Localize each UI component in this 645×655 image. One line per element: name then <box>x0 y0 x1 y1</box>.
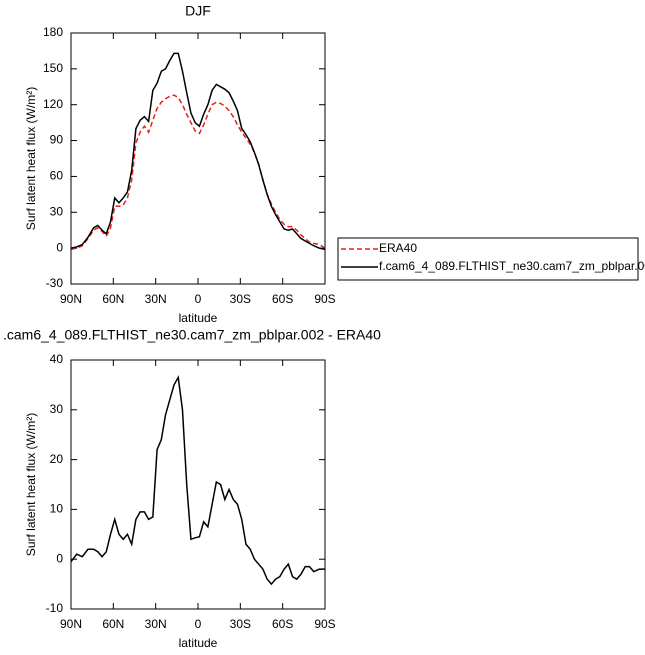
x-tick-label: 60N <box>102 617 124 631</box>
x-axis-label: latitude <box>179 311 218 325</box>
data-line <box>70 94 326 251</box>
plot-frame <box>70 32 326 285</box>
y-tick-label: 60 <box>50 169 64 183</box>
data-line <box>70 375 325 586</box>
plot-frame <box>70 359 326 610</box>
x-tick-label: 60S <box>272 617 293 631</box>
y-axis-label: Surf latent heat flux (W/m²) <box>24 413 38 556</box>
y-tick-label: 20 <box>50 452 64 466</box>
x-tick-label: 60S <box>272 292 293 306</box>
x-tick-label: 30S <box>230 617 251 631</box>
x-tick-label: 90N <box>60 617 82 631</box>
y-tick-label: 10 <box>50 502 64 516</box>
y-tick-label: 0 <box>56 551 63 565</box>
y-tick-label: 90 <box>50 133 64 147</box>
y-tick-label: 120 <box>43 97 63 111</box>
y-tick-label: 40 <box>50 352 64 366</box>
x-tick-label: 90N <box>60 292 82 306</box>
x-tick-label: 0 <box>195 617 202 631</box>
x-tick-label: 30S <box>230 292 251 306</box>
x-axis-label: latitude <box>179 636 218 650</box>
data-line <box>70 52 326 251</box>
legend-label: f.cam6_4_089.FLTHIST_ne30.cam7_zm_pblpar… <box>379 259 645 273</box>
chart-title: .cam6_4_089.FLTHIST_ne30.cam7_zm_pblpar.… <box>3 327 381 343</box>
y-tick-label: 150 <box>43 61 63 75</box>
legend-label: ERA40 <box>379 241 417 255</box>
x-tick-label: 0 <box>195 292 202 306</box>
x-tick-label: 30N <box>145 617 167 631</box>
x-tick-label: 60N <box>102 292 124 306</box>
y-tick-label: -30 <box>46 276 64 290</box>
x-tick-label: 30N <box>145 292 167 306</box>
x-tick-label: 90S <box>314 617 335 631</box>
y-axis-label: Surf latent heat flux (W/m²) <box>24 87 38 230</box>
y-tick-label: 30 <box>50 402 64 416</box>
chart-title: DJF <box>185 3 211 19</box>
y-tick-label: 30 <box>50 204 64 218</box>
x-tick-label: 90S <box>314 292 335 306</box>
legend-box <box>337 237 639 281</box>
y-tick-label: 180 <box>43 25 63 39</box>
y-tick-label: -10 <box>46 601 64 615</box>
y-tick-label: 0 <box>56 240 63 254</box>
